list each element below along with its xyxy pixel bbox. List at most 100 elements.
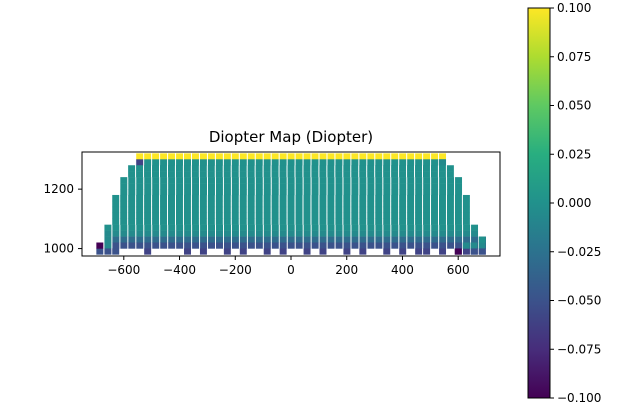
heatmap-cell [455, 177, 463, 184]
heatmap-cell [407, 171, 415, 178]
heatmap-cell [223, 224, 231, 231]
heatmap-cell [263, 224, 271, 231]
heatmap-cell [152, 230, 160, 237]
heatmap-cell [136, 200, 144, 208]
heatmap-cell [120, 200, 128, 208]
heatmap-cell [112, 224, 120, 231]
heatmap-cell [160, 224, 168, 231]
heatmap-cell [359, 183, 367, 190]
heatmap-cell [152, 189, 160, 196]
heatmap-cell [359, 171, 367, 178]
heatmap-cell [136, 183, 144, 190]
colorbar-axis: 0.100 0.075 0.050 0.025 0.000 −0.025 −0.050 −0.… [550, 1, 601, 405]
heatmap-cell [279, 236, 287, 243]
heatmap-cell [359, 212, 367, 219]
heatmap-cell [319, 194, 327, 202]
heatmap-cell [319, 212, 327, 219]
heatmap-cell [239, 165, 247, 172]
heatmap-cell [128, 224, 136, 231]
heatmap-cell [335, 177, 343, 184]
heatmap-cell [287, 242, 295, 249]
heatmap-cell [303, 177, 311, 184]
heatmap-cell [279, 177, 287, 184]
heatmap-cell [439, 230, 447, 237]
heatmap-cell [438, 165, 446, 172]
heatmap-cell [271, 206, 279, 214]
colorbar-tick-label: 0.000 [557, 196, 591, 210]
heatmap-cell [216, 236, 223, 243]
chart-title: Diopter Map (Diopter) [209, 128, 373, 146]
heatmap-cell [446, 212, 454, 219]
heatmap-cell [463, 236, 471, 243]
heatmap-cell [431, 206, 438, 214]
heatmap-cell [423, 153, 431, 160]
heatmap-cell [239, 218, 247, 225]
heatmap-cell [168, 242, 176, 249]
heatmap-cell [438, 171, 446, 178]
x-tick-label: 0 [287, 263, 295, 277]
heatmap-cell [415, 230, 423, 237]
heatmap-cell [128, 200, 136, 208]
heatmap-cell [160, 189, 168, 196]
heatmap-cell [176, 242, 184, 249]
heatmap-cell [391, 242, 399, 249]
heatmap-cell [263, 212, 271, 219]
heatmap-cell [391, 171, 399, 178]
heatmap-cell [407, 165, 415, 172]
heatmap-cell [327, 218, 335, 225]
colorbar-tick-label: 0.050 [557, 99, 591, 113]
heatmap-cell [120, 183, 128, 190]
heatmap-cell [367, 165, 375, 172]
heatmap-cell [423, 206, 431, 214]
heatmap-cell [183, 218, 191, 225]
heatmap-cell [144, 159, 152, 166]
heatmap-cell [311, 183, 319, 190]
heatmap-cell [112, 212, 120, 219]
heatmap-cell [439, 189, 447, 196]
heatmap-cell [375, 165, 383, 172]
heatmap-cell [120, 236, 128, 243]
heatmap-cell [207, 206, 215, 214]
heatmap-cell [175, 218, 183, 225]
heatmap-cell [128, 171, 136, 178]
heatmap-cell [255, 153, 263, 160]
heatmap-cell [423, 189, 431, 196]
heatmap-cell [152, 206, 160, 214]
heatmap-cells [96, 153, 486, 255]
heatmap-cell [439, 206, 446, 214]
heatmap-cell [191, 218, 199, 225]
heatmap-cell [192, 189, 200, 196]
x-tick-label: −400 [163, 263, 196, 277]
heatmap-cell [455, 236, 463, 243]
heatmap-cell [303, 194, 311, 202]
heatmap-cell [223, 177, 231, 184]
heatmap-cell [231, 206, 239, 214]
heatmap-cell [351, 242, 359, 249]
heatmap-cell [415, 171, 422, 178]
heatmap-cell [415, 218, 423, 225]
heatmap-cell [167, 171, 175, 178]
heatmap-cell [231, 183, 239, 190]
heatmap-cell [223, 165, 231, 172]
heatmap-cell [455, 224, 463, 231]
heatmap-cell [136, 242, 144, 249]
heatmap-cell [112, 236, 120, 243]
heatmap-cell [359, 153, 367, 160]
heatmap-cell [383, 248, 391, 255]
heatmap-cell [455, 242, 463, 249]
heatmap-cell [104, 230, 112, 237]
heatmap-cell [303, 230, 311, 237]
heatmap-cell [239, 183, 247, 190]
heatmap-cell [431, 153, 439, 160]
heatmap-cell [359, 206, 367, 214]
heatmap-cell [176, 236, 184, 243]
colorbar-tick-label: 0.025 [557, 147, 591, 161]
heatmap-cell [447, 177, 455, 184]
heatmap-cell [144, 200, 152, 208]
heatmap-cell [295, 189, 303, 196]
heatmap-cell [383, 194, 391, 202]
heatmap-cell [335, 159, 343, 166]
heatmap-cell [327, 212, 335, 219]
heatmap-cell [144, 248, 152, 255]
heatmap-cell [447, 230, 455, 237]
